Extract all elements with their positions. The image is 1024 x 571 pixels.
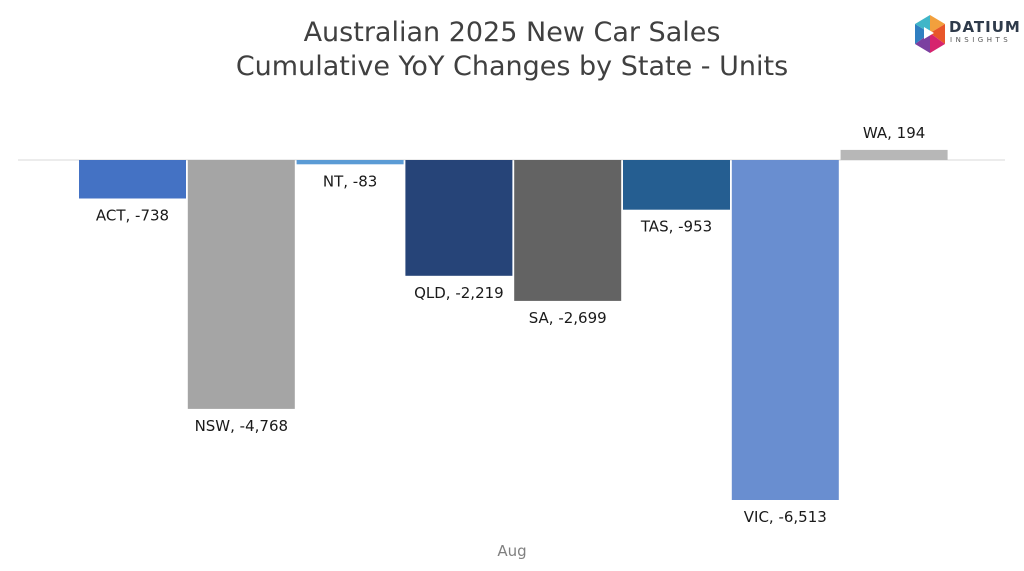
data-label-group: ACT, -738 NSW, -4,768 NT, -83 QLD, -2,219 SA… <box>96 124 925 526</box>
bar-act <box>79 160 186 199</box>
logo-wordmark: DATIUM <box>949 18 1021 36</box>
data-label-sa: SA, -2,699 <box>529 309 607 327</box>
data-label-act: ACT, -738 <box>96 207 169 225</box>
data-label-nt: NT, -83 <box>323 172 377 190</box>
data-label-tas: TAS, -953 <box>640 218 712 236</box>
bar-sa <box>514 160 622 301</box>
chart-title-line-2: Cumulative YoY Changes by State - Units <box>235 51 789 82</box>
category-axis-label: Aug <box>497 542 526 560</box>
bar-vic <box>731 160 839 500</box>
bar-wa <box>840 149 948 160</box>
data-label-wa: WA, 194 <box>863 124 925 142</box>
bar-nsw <box>187 160 295 409</box>
chart-title: Australian 2025 New Car Sales Cumulative… <box>0 16 1024 84</box>
bar-qld <box>405 160 513 276</box>
data-label-qld: QLD, -2,219 <box>414 284 504 302</box>
bar-nt <box>296 160 404 165</box>
bar-group <box>79 149 948 500</box>
chart-title-line-1: Australian 2025 New Car Sales <box>303 17 721 48</box>
data-label-vic: VIC, -6,513 <box>744 508 827 526</box>
datium-logo-icon <box>915 15 945 53</box>
logo-subtitle: INSIGHTS <box>950 36 1012 44</box>
data-label-nsw: NSW, -4,768 <box>195 417 288 435</box>
bar-tas <box>623 160 730 210</box>
datium-logo: DATIUM INSIGHTS <box>913 14 1023 54</box>
